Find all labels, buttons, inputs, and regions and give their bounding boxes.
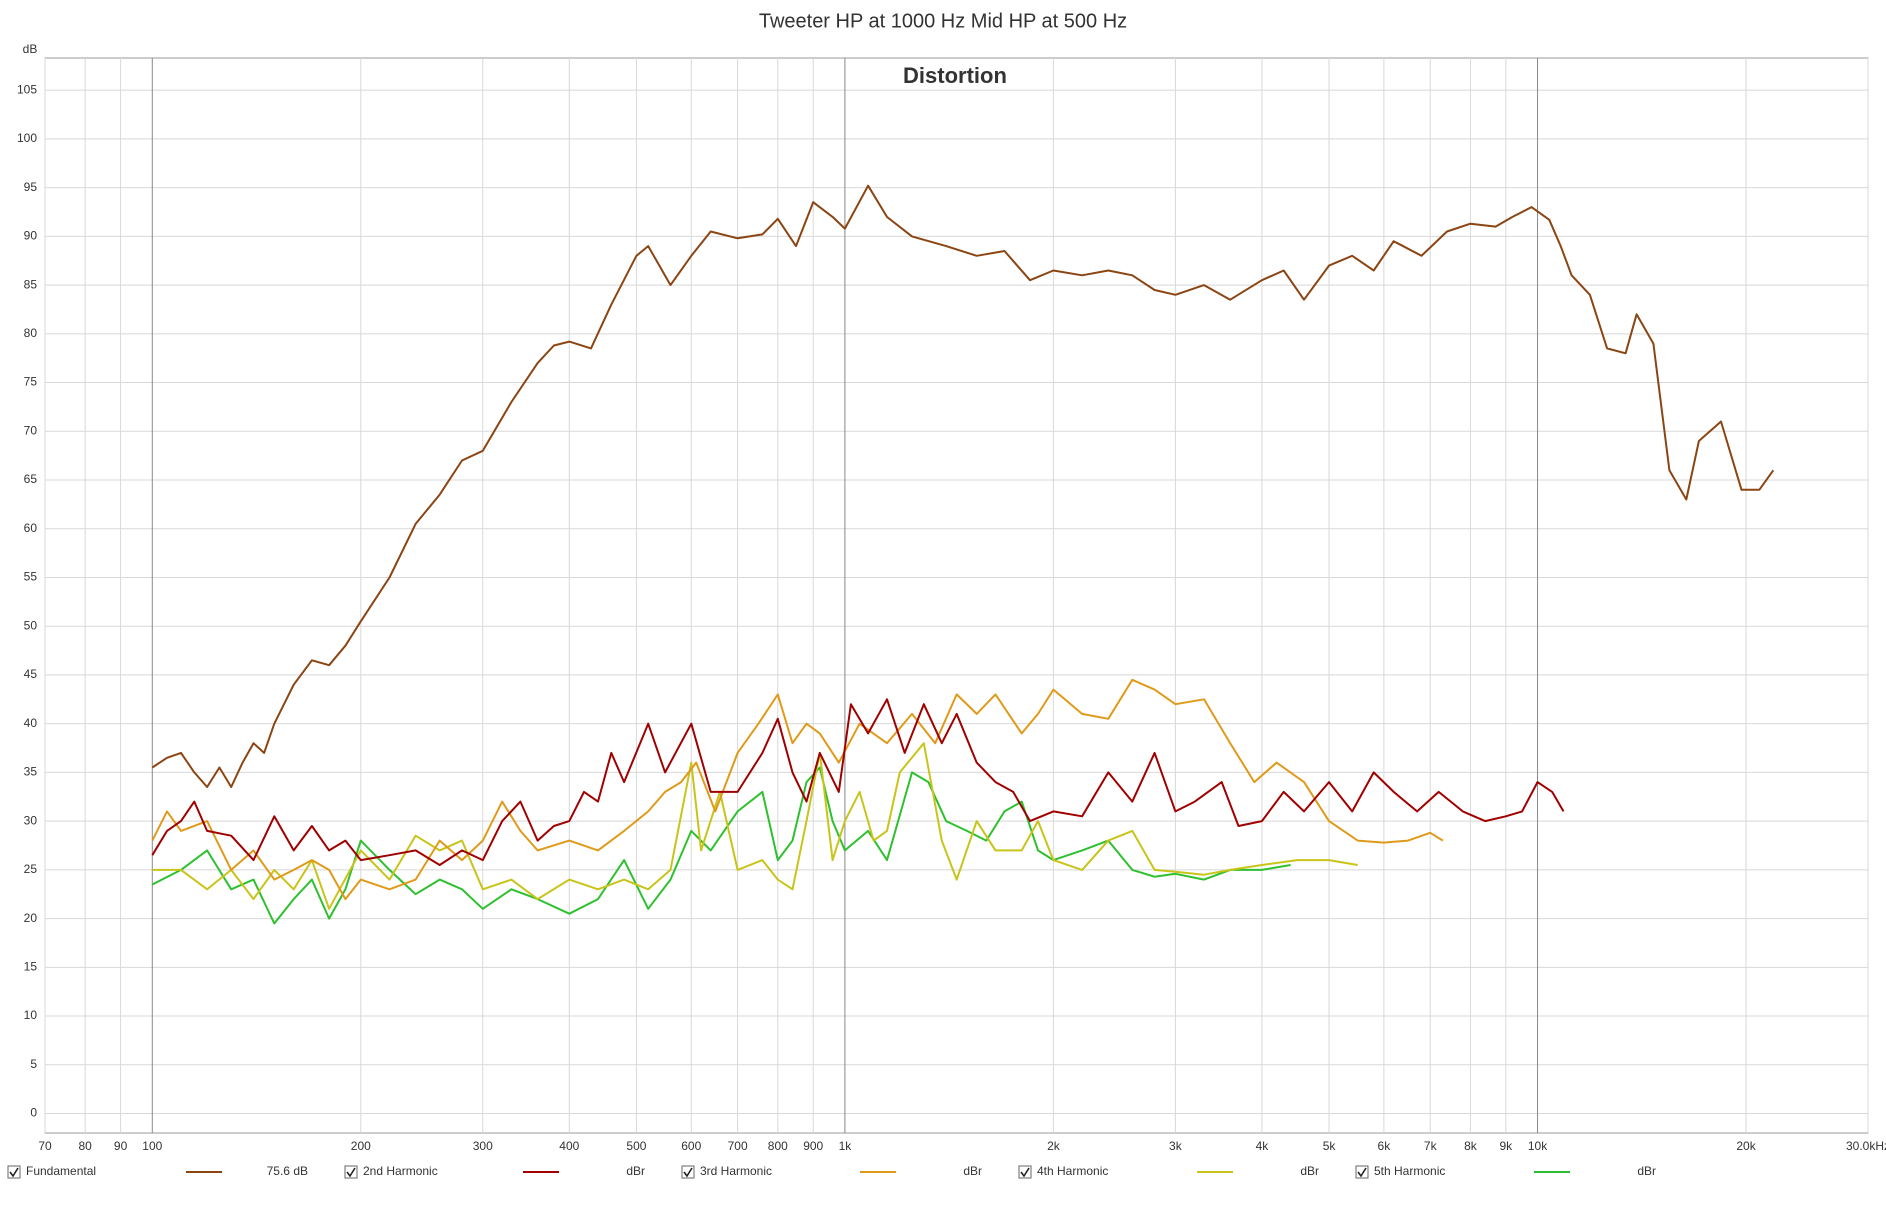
legend-value: dBr (1300, 1164, 1319, 1178)
legend-name: 5th Harmonic (1374, 1164, 1445, 1178)
x-tick-label: 700 (728, 1139, 748, 1153)
y-tick-label: 100 (17, 131, 37, 145)
x-tick-label: 8k (1464, 1139, 1478, 1153)
y-tick-label: 75 (24, 375, 38, 389)
y-tick-label: 5 (30, 1057, 37, 1071)
y-tick-label: 15 (24, 959, 38, 973)
x-tick-label: 30.0kHz (1846, 1139, 1886, 1153)
x-tick-label: 70 (38, 1139, 52, 1153)
y-tick-label: 35 (24, 765, 38, 779)
legend-name: 4th Harmonic (1037, 1164, 1108, 1178)
x-tick-label: 7k (1424, 1139, 1438, 1153)
y-tick-label: 90 (24, 229, 38, 243)
y-tick-label: 55 (24, 570, 38, 584)
chart-title: Tweeter HP at 1000 Hz Mid HP at 500 Hz (759, 10, 1127, 32)
y-tick-label: 105 (17, 82, 37, 96)
y-tick-label: 60 (24, 521, 38, 535)
legend-value: dBr (1637, 1164, 1656, 1178)
legend-checkbox[interactable] (7, 1165, 21, 1179)
y-tick-label: 20 (24, 911, 38, 925)
legend-name: Fundamental (26, 1164, 96, 1178)
x-tick-label: 9k (1499, 1139, 1513, 1153)
series-line (151, 184, 1775, 788)
x-tick-label: 900 (803, 1139, 823, 1153)
legend-checkbox[interactable] (1355, 1165, 1369, 1179)
legend-value: dBr (626, 1164, 645, 1178)
y-tick-label: 45 (24, 667, 38, 681)
legend-check (9, 1167, 19, 1178)
y-tick-label: 50 (24, 618, 38, 632)
x-tick-label: 100 (142, 1139, 162, 1153)
y-tick-label: 65 (24, 472, 38, 486)
y-tick-label: 30 (24, 813, 38, 827)
x-tick-label: 80 (78, 1139, 92, 1153)
x-tick-label: 600 (681, 1139, 701, 1153)
legend-value: dBr (963, 1164, 982, 1178)
y-axis-label: dB (23, 42, 38, 56)
legend-checkbox[interactable] (1018, 1165, 1032, 1179)
y-tick-label: 85 (24, 277, 38, 291)
y-tick-label: 0 (30, 1106, 37, 1120)
legend-name: 3rd Harmonic (700, 1164, 772, 1178)
x-tick-label: 20k (1736, 1139, 1756, 1153)
x-tick-label: 3k (1169, 1139, 1183, 1153)
y-tick-label: 95 (24, 180, 38, 194)
legend-checkbox[interactable] (681, 1165, 695, 1179)
y-tick-label: 70 (24, 423, 38, 437)
x-tick-label: 500 (626, 1139, 646, 1153)
x-tick-label: 6k (1378, 1139, 1392, 1153)
legend-checkbox[interactable] (344, 1165, 358, 1179)
plot-subtitle: Distortion (903, 63, 1007, 88)
x-tick-label: 10k (1528, 1139, 1548, 1153)
x-tick-label: 400 (559, 1139, 579, 1153)
plot-area (44, 57, 1869, 1134)
x-tick-label: 4k (1256, 1139, 1270, 1153)
x-tick-label: 5k (1323, 1139, 1337, 1153)
series-line (151, 766, 1291, 925)
legend-value: 75.6 dB (267, 1164, 308, 1178)
legend-check (1020, 1167, 1030, 1178)
x-tick-label: 90 (114, 1139, 128, 1153)
legend-name: 2nd Harmonic (363, 1164, 438, 1178)
y-tick-label: 80 (24, 326, 38, 340)
series-line (151, 698, 1565, 866)
series-line (151, 678, 1444, 901)
series-line (152, 742, 1358, 910)
x-tick-label: 300 (473, 1139, 493, 1153)
legend-check (346, 1167, 356, 1178)
legend-check (1357, 1167, 1367, 1178)
x-tick-label: 1k (839, 1139, 853, 1153)
y-tick-label: 25 (24, 862, 38, 876)
x-tick-label: 2k (1047, 1139, 1061, 1153)
x-tick-label: 200 (351, 1139, 371, 1153)
x-tick-label: 800 (768, 1139, 788, 1153)
legend-check (683, 1167, 693, 1178)
y-tick-label: 10 (24, 1008, 38, 1022)
y-tick-label: 40 (24, 716, 38, 730)
